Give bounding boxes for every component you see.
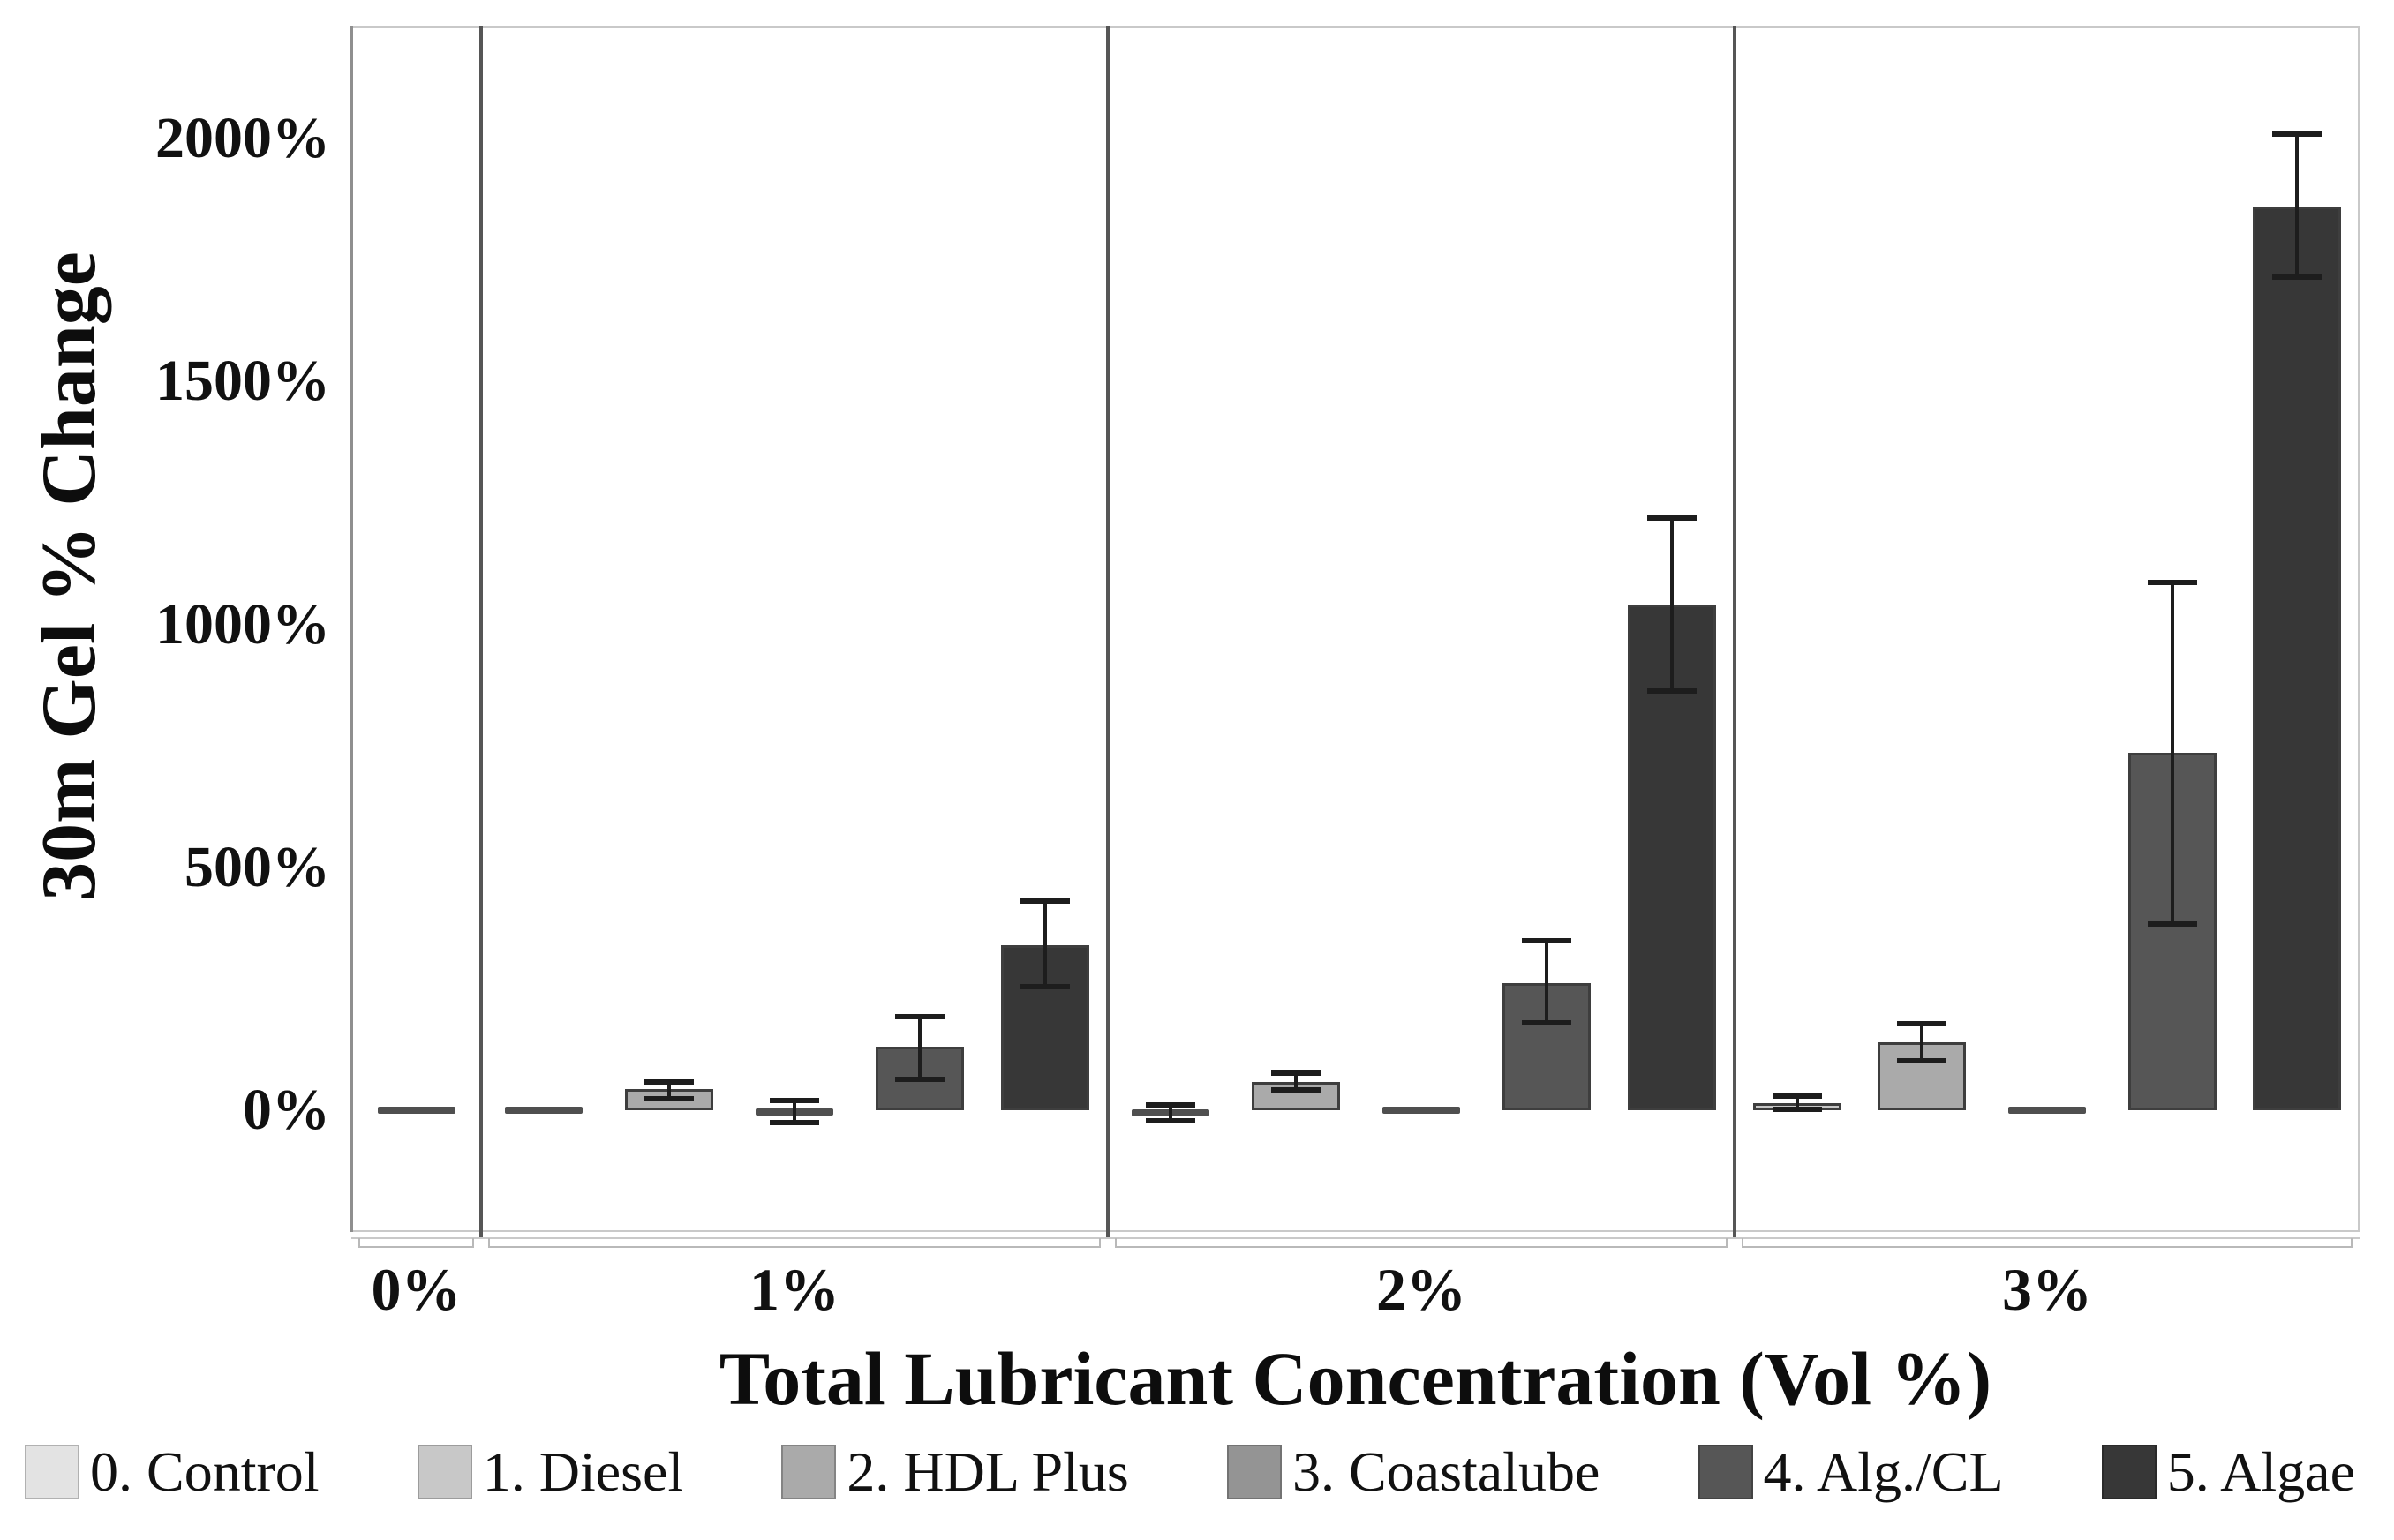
y-axis-line bbox=[350, 26, 353, 1232]
error-bar-cap-top bbox=[1522, 938, 1571, 944]
error-bar-stem bbox=[918, 1016, 922, 1079]
error-bar-cap-top bbox=[1647, 515, 1697, 522]
bar bbox=[505, 1107, 583, 1114]
error-bar-cap-bottom bbox=[1897, 1057, 1947, 1063]
category-bracket bbox=[1742, 1246, 2353, 1248]
legend-item: 2. HDL Plus bbox=[781, 1437, 1129, 1507]
bar bbox=[2253, 207, 2342, 1110]
legend-item: 3. Coastalube bbox=[1226, 1437, 1600, 1507]
error-bar-stem bbox=[1169, 1105, 1172, 1122]
error-bar-cap-bottom bbox=[1271, 1087, 1321, 1093]
bar bbox=[2008, 1107, 2086, 1114]
error-bar-cap-bottom bbox=[644, 1095, 694, 1101]
category-bracket-tick bbox=[1115, 1238, 1117, 1246]
category-bracket-tick bbox=[488, 1238, 490, 1246]
legend-item: 5. Algae bbox=[2101, 1437, 2355, 1507]
error-bar-stem bbox=[2295, 134, 2300, 278]
error-bar-cap-bottom bbox=[895, 1076, 945, 1082]
error-bar-stem bbox=[1294, 1073, 1298, 1091]
category-bracket-tick bbox=[1742, 1238, 1743, 1246]
panel-separator bbox=[479, 26, 483, 1239]
error-bar-cap-top bbox=[1146, 1102, 1195, 1108]
y-axis-title: 30m Gel % Change bbox=[26, 252, 112, 901]
x-category-label: 3% bbox=[2002, 1256, 2092, 1323]
legend-label: 5. Algae bbox=[2166, 1440, 2355, 1503]
legend: 0. Control 1. Diesel 2. HDL Plus 3. Coastal… bbox=[25, 1437, 2355, 1507]
y-tick-label: 500% bbox=[184, 834, 330, 899]
legend-swatch bbox=[417, 1445, 472, 1499]
panel-separator bbox=[1733, 26, 1736, 1239]
error-bar-stem bbox=[1670, 518, 1674, 691]
legend-label: 1. Diesel bbox=[482, 1440, 684, 1503]
panel-separator bbox=[1106, 26, 1110, 1239]
legend-item: 4. Alg./CL bbox=[1698, 1437, 2004, 1507]
category-bracket bbox=[358, 1246, 474, 1248]
error-bar-cap-top bbox=[770, 1097, 819, 1103]
bar bbox=[2127, 753, 2217, 1110]
error-bar-cap-top bbox=[1772, 1093, 1822, 1100]
legend-swatch bbox=[781, 1445, 837, 1499]
error-bar-stem bbox=[1545, 941, 1548, 1023]
legend-label: 4. Alg./CL bbox=[1763, 1440, 2004, 1503]
error-bar-cap-bottom bbox=[770, 1119, 819, 1125]
bar bbox=[377, 1107, 455, 1114]
error-bar-stem bbox=[793, 1100, 796, 1123]
error-bar-cap-top bbox=[2272, 131, 2322, 138]
y-tick-label: 1500% bbox=[155, 349, 330, 414]
error-bar-cap-top bbox=[1020, 898, 1070, 905]
error-bar-stem bbox=[1043, 901, 1047, 987]
x-category-label: 2% bbox=[1376, 1256, 1466, 1323]
legend-label: 0. Control bbox=[90, 1440, 320, 1503]
error-bar-stem bbox=[667, 1082, 671, 1099]
legend-label: 3. Coastalube bbox=[1291, 1440, 1600, 1503]
x-category-label: 1% bbox=[749, 1256, 839, 1323]
y-tick-label: 0% bbox=[243, 1078, 330, 1142]
legend-swatch bbox=[2101, 1445, 2157, 1499]
error-bar-stem bbox=[1795, 1096, 1799, 1110]
category-bracket-tick bbox=[472, 1238, 474, 1246]
category-bracket bbox=[1115, 1246, 1728, 1248]
error-bar-cap-top bbox=[644, 1079, 694, 1086]
category-bracket-tick bbox=[1726, 1238, 1728, 1246]
bar bbox=[1628, 605, 1716, 1110]
plot-area bbox=[351, 26, 2360, 1232]
bar bbox=[1878, 1042, 1967, 1110]
error-bar-cap-bottom bbox=[2272, 274, 2322, 281]
x-category-label: 0% bbox=[371, 1256, 462, 1323]
error-bar-cap-top bbox=[1897, 1021, 1947, 1026]
legend-item: 1. Diesel bbox=[417, 1437, 684, 1507]
x-axis-title: Total Lubricant Concentration (Vol %) bbox=[719, 1336, 1992, 1421]
error-bar-cap-bottom bbox=[1020, 983, 1070, 989]
legend-swatch bbox=[1698, 1445, 1753, 1499]
legend-swatch bbox=[1226, 1445, 1282, 1499]
error-bar-stem bbox=[2170, 582, 2174, 924]
category-bracket bbox=[488, 1246, 1101, 1248]
x-axis-line bbox=[351, 1237, 2360, 1239]
error-bar-stem bbox=[1920, 1024, 1924, 1061]
error-bar-cap-top bbox=[2147, 580, 2197, 586]
y-tick-label: 2000% bbox=[155, 106, 330, 170]
error-bar-cap-bottom bbox=[2147, 920, 2197, 927]
category-bracket-tick bbox=[1099, 1238, 1101, 1246]
legend-swatch bbox=[25, 1445, 79, 1499]
error-bar-cap-bottom bbox=[1146, 1118, 1195, 1124]
category-bracket-tick bbox=[358, 1238, 360, 1246]
legend-item: 0. Control bbox=[25, 1437, 320, 1507]
error-bar-cap-top bbox=[895, 1013, 945, 1019]
bar bbox=[1382, 1107, 1460, 1114]
category-bracket-tick bbox=[2351, 1238, 2353, 1246]
y-tick-label: 1000% bbox=[155, 591, 330, 657]
error-bar-cap-bottom bbox=[1522, 1019, 1571, 1025]
error-bar-cap-top bbox=[1271, 1070, 1321, 1077]
error-bar-cap-bottom bbox=[1772, 1107, 1822, 1113]
error-bar-cap-bottom bbox=[1647, 687, 1697, 694]
legend-label: 2. HDL Plus bbox=[847, 1440, 1129, 1503]
